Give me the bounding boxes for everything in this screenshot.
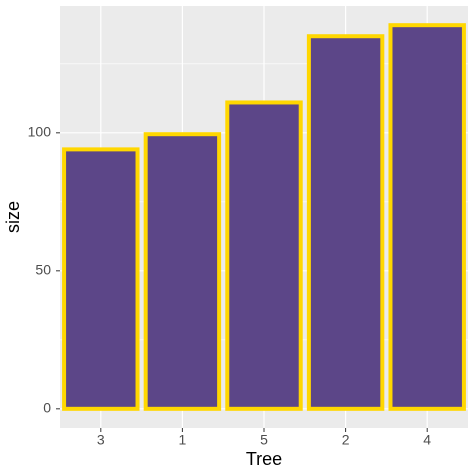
x-tick-label: 4: [423, 432, 431, 448]
y-tick-label: 0: [43, 400, 51, 416]
x-axis-label: Tree: [246, 449, 282, 469]
bar: [306, 34, 385, 411]
bar: [388, 23, 466, 411]
x-tick-label: 5: [260, 432, 268, 448]
y-axis-label: size: [3, 201, 23, 233]
x-tick-label: 2: [342, 432, 350, 448]
bar: [143, 132, 222, 411]
y-tick-label: 50: [35, 262, 51, 278]
bar: [225, 100, 303, 411]
x-tick-label: 1: [179, 432, 187, 448]
x-tick-label: 3: [97, 432, 105, 448]
y-tick-label: 100: [28, 124, 52, 140]
bar: [62, 147, 140, 411]
